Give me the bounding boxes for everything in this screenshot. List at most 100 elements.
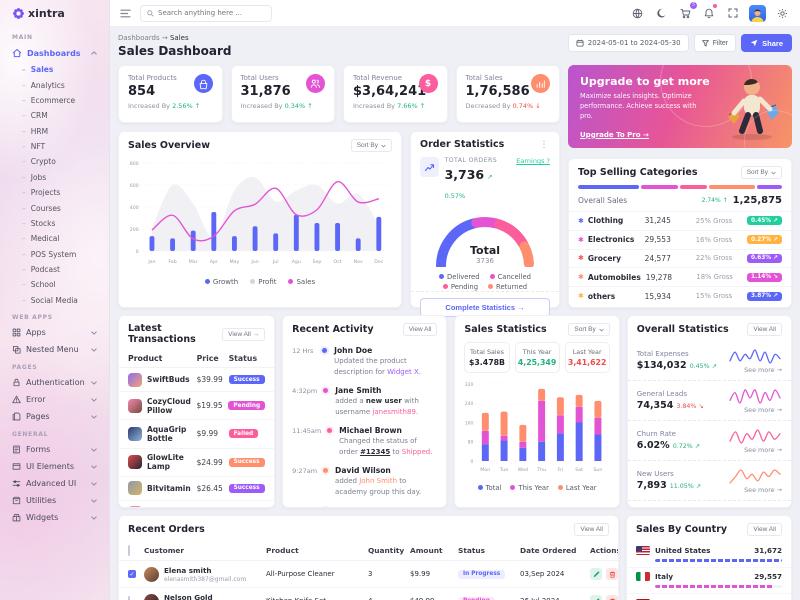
edit-button[interactable] <box>590 568 602 580</box>
category-row-automobiles[interactable]: ✱ Automobiles 19,278 18% Gross 1.14% ↘ <box>569 268 791 288</box>
global-search[interactable] <box>140 4 272 22</box>
activity-list: 12 Hrs John Doe Updated the product descri… <box>283 341 446 507</box>
transaction-row[interactable]: SwiftBuds $39.99 Success <box>119 368 275 393</box>
row-checkbox[interactable] <box>128 596 130 600</box>
transactions-view-all-button[interactable]: View All → <box>222 327 266 341</box>
delete-button[interactable] <box>606 568 618 580</box>
sidebar-item-error[interactable]: Error <box>7 391 102 408</box>
transaction-row[interactable]: CozyCloud Pillow $19.95 Pending <box>119 392 275 421</box>
cart-icon[interactable]: 5 <box>677 2 697 21</box>
edit-button[interactable] <box>590 595 602 600</box>
earnings-link[interactable]: Earnings ? <box>516 157 550 165</box>
order-row[interactable]: Nelson Goldnoahrussell555@gmail.com Kitch… <box>119 588 618 600</box>
transaction-row[interactable]: GlowLite Lamp $24.99 Success <box>119 449 275 477</box>
country-top: Spain 24,562 <box>636 598 782 600</box>
sales-statistics-sort-button[interactable]: Sort By <box>568 323 610 336</box>
sidebar-item-analytics[interactable]: – Analytics <box>7 77 102 92</box>
transaction-row[interactable]: AquaGrip Bottle $9.99 Failed <box>119 420 275 449</box>
country-value: 24,562 <box>754 599 782 600</box>
sidebar-item-widgets[interactable]: Widgets <box>7 509 102 526</box>
fullscreen-icon[interactable] <box>725 5 741 21</box>
sidebar-item-dashboards[interactable]: Dashboards <box>7 44 102 62</box>
sidebar-item-forms[interactable]: Forms <box>7 441 102 458</box>
see-more-link[interactable]: See more → <box>744 365 783 374</box>
kebab-menu-icon[interactable]: ⋮ <box>539 139 549 150</box>
sidebar-item-authentication[interactable]: Authentication <box>7 374 102 391</box>
category-row-others[interactable]: ✱ others 15,934 15% Gross 3.87% ↗ <box>569 287 791 305</box>
transaction-row[interactable]: Bitvitamin $26.45 Success <box>119 477 275 501</box>
settings-gear-icon[interactable] <box>774 5 790 21</box>
sidebar-item-utilities[interactable]: Utilities <box>7 492 102 509</box>
activity-content: David Wilson added John Smith to academy … <box>335 466 437 497</box>
share-button[interactable]: Share <box>741 34 792 52</box>
brand-logo[interactable]: xintra <box>0 0 109 27</box>
sidebar-item-advanced-ui[interactable]: Advanced UI <box>7 475 102 492</box>
orders-view-all-button[interactable]: View All <box>574 523 609 536</box>
sidebar-item-ecommerce[interactable]: – Ecommerce <box>7 93 102 108</box>
category-gross: 18% Gross <box>696 273 733 282</box>
price-cell: $19.95 <box>196 401 223 411</box>
date-range-picker[interactable]: 2024-05-01 to 2024-05-30 <box>567 34 689 52</box>
sidebar-item-school[interactable]: – School <box>7 277 102 292</box>
see-more-link[interactable]: See more → <box>744 405 783 414</box>
sidebar-item-pos-system[interactable]: – POS System <box>7 247 102 262</box>
notifications-bell-icon[interactable] <box>701 4 717 21</box>
sidebar-item-courses[interactable]: – Courses <box>7 200 102 215</box>
overall-stat-row[interactable]: Total Expenses $134,032 0.45% ↗ See more → <box>627 341 792 381</box>
sidebar-item-ui-elements[interactable]: UI Elements <box>7 458 102 475</box>
search-input[interactable] <box>158 9 265 17</box>
sidebar-item-hrm[interactable]: – HRM <box>7 124 102 139</box>
order-row[interactable]: ✓ Elena smith elenasmith387@gmail.com All-P… <box>119 561 618 588</box>
breadcrumb-dashboards[interactable]: Dashboards <box>118 34 160 42</box>
transaction-row[interactable]: FitTrack$49.95Success <box>119 501 274 507</box>
overall-stat-row[interactable]: General Leads 74,354 3.84% ↘ See more → <box>627 381 792 421</box>
country-row[interactable]: Italy 29,557 <box>627 568 791 595</box>
category-row-clothing[interactable]: ✱ Clothing 31,245 25% Gross 0.45% ↗ <box>569 212 791 231</box>
see-more-link[interactable]: See more → <box>744 485 783 494</box>
delete-button[interactable] <box>606 595 618 600</box>
category-dot-icon: ✱ <box>578 273 584 282</box>
category-row-grocery[interactable]: ✱ Grocery 24,577 22% Gross 0.63% ↗ <box>569 250 791 269</box>
countries-view-all-button[interactable]: View All <box>747 523 782 536</box>
language-icon[interactable] <box>629 5 645 21</box>
sidebar-item-crypto[interactable]: – Crypto <box>7 154 102 169</box>
hamburger-menu-icon[interactable] <box>120 9 131 18</box>
sidebar-item-podcast[interactable]: – Podcast <box>7 262 102 277</box>
category-name: ✱ Electronics <box>578 235 635 245</box>
sidebar-item-medical[interactable]: – Medical <box>7 231 102 246</box>
activity-view-all-button[interactable]: View All <box>402 323 438 336</box>
legend-item-sales: Sales <box>288 278 315 286</box>
see-more-link[interactable]: See more → <box>744 445 783 454</box>
product-cell: GlowLite Lamp <box>128 453 197 471</box>
sidebar-item-jobs[interactable]: – Jobs <box>7 170 102 185</box>
sidebar-item-apps[interactable]: Apps <box>7 324 102 341</box>
country-row[interactable]: United States 31,672 <box>627 541 791 568</box>
sidebar-item-nft[interactable]: – NFT <box>7 139 102 154</box>
category-row-electronics[interactable]: ✱ Electronics 29,553 16% Gross 0.27% ↗ <box>569 231 791 250</box>
svg-text:Oct: Oct <box>334 259 342 265</box>
sales-overview-sort-button[interactable]: Sort By <box>350 139 392 152</box>
row-checkbox[interactable]: ✓ <box>128 570 136 578</box>
activity-description: added a new user with username janesmith… <box>335 397 419 416</box>
dark-mode-moon-icon[interactable] <box>653 5 669 21</box>
overall-stat-row[interactable]: New Users 7,893 11.05% ↗ See more → <box>627 461 792 501</box>
overall-stat-row[interactable]: Churn Rate 6.02% 0.72% ↗ See more → <box>627 421 792 461</box>
sidebar-item-stocks[interactable]: – Stocks <box>7 216 102 231</box>
sidebar-item-projects[interactable]: – Projects <box>7 185 102 200</box>
user-avatar[interactable] <box>749 4 766 22</box>
country-row[interactable]: Spain 24,562 <box>627 594 791 600</box>
overall-stats-view-all-button[interactable]: View All <box>747 323 783 336</box>
sidebar-item-sales[interactable]: – Sales <box>7 62 102 77</box>
sidebar-item-nested-menu[interactable]: Nested Menu <box>7 341 102 358</box>
upgrade-to-pro-link[interactable]: Upgrade To Pro → <box>580 130 649 139</box>
top-selling-sort-button[interactable]: Sort By <box>740 166 782 179</box>
sidebar-item-social-media[interactable]: – Social Media <box>7 293 102 308</box>
sidebar-item-crm[interactable]: – CRM <box>7 108 102 123</box>
select-all-checkbox[interactable] <box>128 545 130 556</box>
sidebar-item-pages[interactable]: Pages <box>7 408 102 425</box>
order-statistics-title: Order Statistics <box>420 139 505 150</box>
stat-box-this-year: This Year 4,25,349 <box>514 342 560 373</box>
dash-bullet: – <box>22 157 26 167</box>
filter-button[interactable]: Filter <box>693 34 737 52</box>
